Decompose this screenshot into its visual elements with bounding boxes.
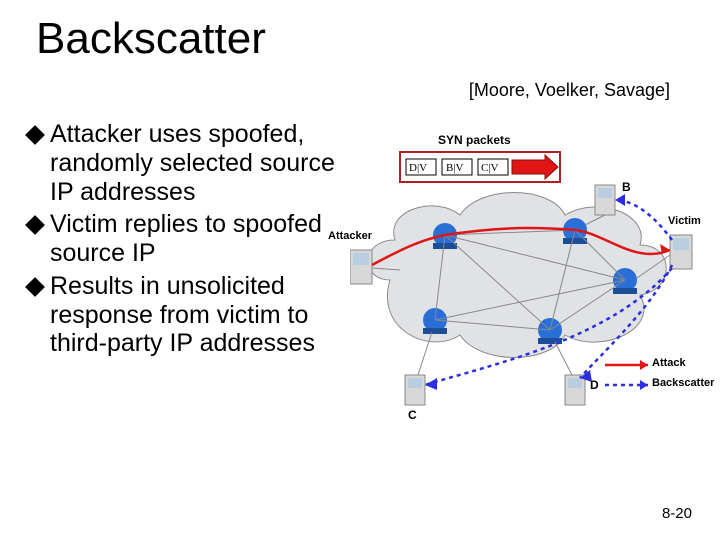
bs-arrow-c bbox=[425, 378, 437, 390]
packet-labels: D|V B|V C|V bbox=[406, 159, 508, 175]
host-b bbox=[595, 185, 615, 215]
svg-text:C|V: C|V bbox=[481, 162, 499, 174]
label-d: D bbox=[590, 378, 599, 392]
bullet-item: Victim replies to spoofed source IP bbox=[28, 210, 348, 268]
network-diagram: D|V B|V C|V SYN packets Attack bbox=[350, 130, 700, 430]
bs-arrow-b bbox=[615, 194, 625, 206]
slide-title: Backscatter bbox=[36, 14, 266, 64]
diagram-svg: D|V B|V C|V bbox=[350, 130, 700, 430]
label-victim: Victim bbox=[668, 215, 701, 227]
bullet-text: Results in unsolicited response from vic… bbox=[50, 272, 348, 358]
label-b: B bbox=[622, 180, 631, 194]
bullet-text: Victim replies to spoofed source IP bbox=[50, 210, 348, 268]
diamond-icon bbox=[25, 215, 45, 235]
diamond-icon bbox=[25, 125, 45, 145]
label-attacker: Attacker bbox=[328, 230, 372, 242]
bullet-item: Attacker uses spoofed, randomly selected… bbox=[28, 120, 348, 206]
citation: [Moore, Voelker, Savage] bbox=[469, 80, 670, 101]
host-d bbox=[565, 375, 585, 405]
legend-bs-arrow bbox=[640, 380, 648, 390]
diamond-icon bbox=[25, 277, 45, 297]
bullet-list: Attacker uses spoofed, randomly selected… bbox=[28, 120, 348, 362]
label-legend-backscatter: Backscatter bbox=[652, 377, 714, 389]
label-c: C bbox=[408, 408, 417, 422]
bullet-text: Attacker uses spoofed, randomly selected… bbox=[50, 120, 348, 206]
bullet-item: Results in unsolicited response from vic… bbox=[28, 272, 348, 358]
slide-number: 8-20 bbox=[662, 505, 692, 522]
host-attacker bbox=[350, 250, 372, 284]
host-victim bbox=[670, 235, 692, 269]
svg-text:D|V: D|V bbox=[409, 162, 427, 174]
svg-text:B|V: B|V bbox=[446, 162, 464, 174]
label-legend-attack: Attack bbox=[652, 357, 686, 369]
host-c bbox=[405, 375, 425, 405]
legend-attack-arrow bbox=[640, 360, 648, 370]
label-syn: SYN packets bbox=[438, 133, 511, 147]
